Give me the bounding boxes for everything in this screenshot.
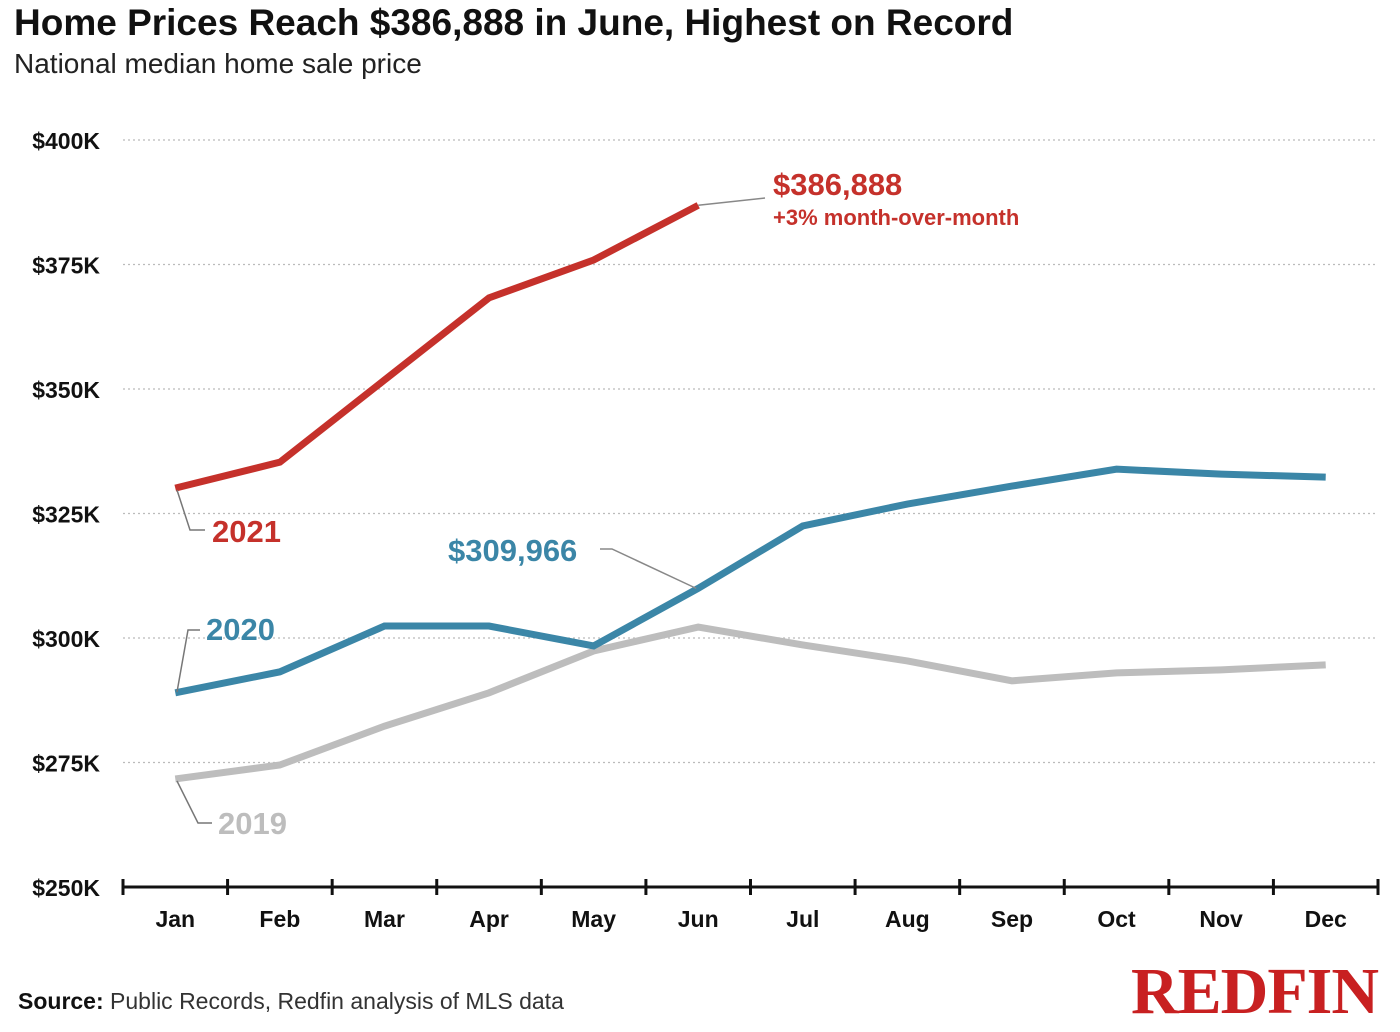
annotation-leader (698, 197, 766, 207)
leader-line-2020 (176, 629, 200, 693)
redfin-logo: REDFIN (1130, 955, 1379, 1028)
x-tick-label: Oct (1097, 906, 1136, 932)
series-line-2020 (174, 465, 1326, 697)
x-tick-label: Nov (1199, 906, 1243, 932)
x-tick-label: Dec (1305, 906, 1347, 932)
source-label: Source: (18, 988, 104, 1014)
annotation-leader (600, 548, 697, 590)
series-label-2020: 2020 (206, 612, 275, 647)
series-line-2019 (174, 623, 1326, 783)
annotation-value: $386,888 (773, 167, 902, 202)
x-tick-label: Sep (991, 906, 1033, 932)
source-note: Source: Public Records, Redfin analysis … (18, 988, 564, 1015)
y-tick-label: $325K (32, 502, 100, 528)
x-tick-label: May (571, 906, 616, 932)
chart-subtitle: National median home sale price (14, 48, 422, 79)
series-label-2021: 2021 (212, 514, 281, 549)
x-tick-label: Aug (885, 906, 930, 932)
y-tick-label: $275K (32, 751, 100, 777)
x-tick-label: Feb (259, 906, 300, 932)
y-tick-label: $300K (32, 626, 100, 652)
series-label-2019: 2019 (218, 806, 287, 841)
y-tick-label: $400K (32, 128, 100, 154)
y-tick-label: $250K (32, 875, 100, 901)
x-tick-label: Mar (364, 906, 405, 932)
source-text: Public Records, Redfin analysis of MLS d… (110, 988, 564, 1014)
annotation-subtext: +3% month-over-month (773, 205, 1019, 230)
annotation-value: $309,966 (448, 533, 577, 568)
chart-title: Home Prices Reach $386,888 in June, High… (14, 2, 1014, 43)
leader-line-2021 (176, 489, 205, 531)
x-tick-label: Jun (678, 906, 719, 932)
leader-line-2019 (176, 780, 212, 824)
series-line-2021 (174, 202, 700, 492)
y-tick-label: $375K (32, 253, 100, 279)
x-tick-label: Jul (786, 906, 819, 932)
y-tick-label: $350K (32, 377, 100, 403)
x-tick-label: Jan (155, 906, 195, 932)
x-tick-label: Apr (469, 906, 509, 932)
